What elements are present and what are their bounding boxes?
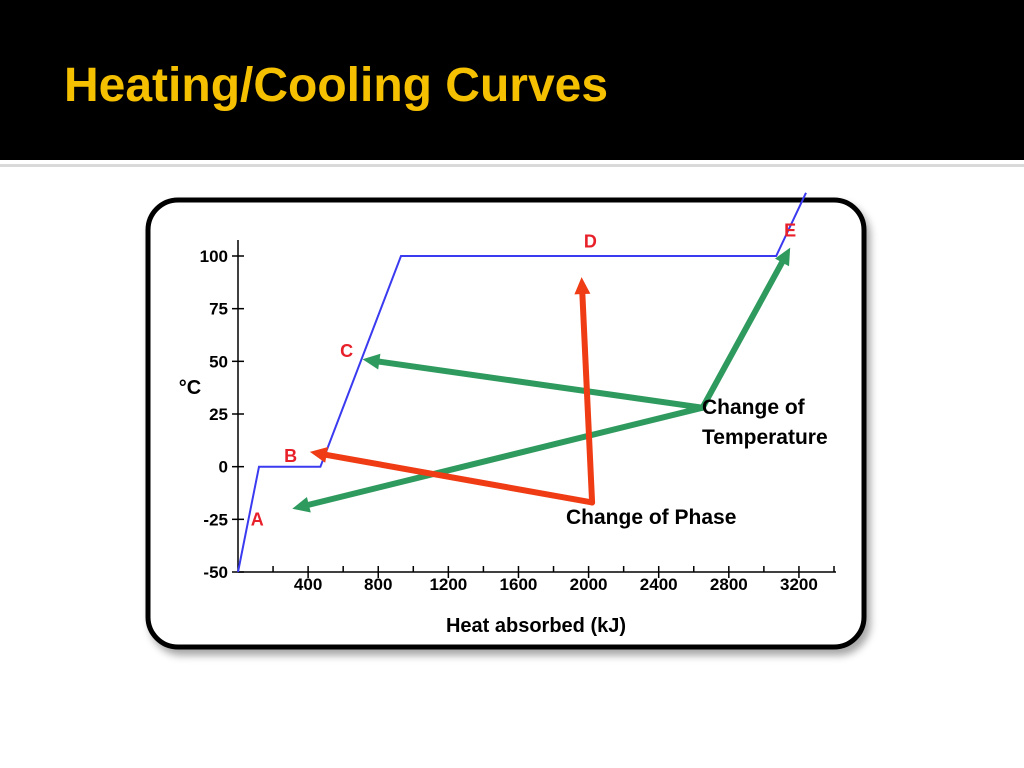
x-tick-label: 2800 <box>710 575 748 594</box>
annotation-1-arrow-1-shaft <box>579 291 596 506</box>
y-tick-label: 25 <box>209 405 228 424</box>
y-axis-title: °C <box>179 377 201 399</box>
annotation-0-arrow-2-shaft <box>699 259 786 411</box>
point-label-c: C <box>340 341 353 361</box>
annotation-1-arrow-0-head <box>309 447 328 463</box>
annotation-1-arrow-1-head <box>574 277 591 295</box>
chart-frame <box>145 197 867 650</box>
annotation-0-arrow-1-head <box>362 353 381 370</box>
x-tick-label: 3200 <box>780 575 818 594</box>
x-tick-label: 1200 <box>429 575 467 594</box>
x-tick-label: 800 <box>364 575 392 594</box>
annotation-0-arrow-1-shaft <box>376 358 706 411</box>
point-label-e: E <box>784 221 796 241</box>
y-tick-label: 50 <box>209 352 228 371</box>
annotation-0-arrow-0-shaft <box>305 404 706 508</box>
slide-title: Heating/Cooling Curves <box>64 59 609 112</box>
annotation-0-line-0: Change of <box>702 396 806 419</box>
y-tick-label: 100 <box>200 247 228 266</box>
x-tick-label: 2400 <box>640 575 678 594</box>
x-tick-label: 2000 <box>570 575 608 594</box>
annotation-0-arrow-0-head <box>292 497 311 513</box>
x-tick-label: 1600 <box>500 575 538 594</box>
annotation-1-arrow-0-shaft <box>323 451 596 506</box>
point-label-a: A <box>251 509 264 529</box>
annotation-0-line-1: Temperature <box>702 426 828 449</box>
y-tick-label: -25 <box>203 510 228 529</box>
title-divider <box>0 164 1024 167</box>
point-label-b: B <box>284 446 297 466</box>
y-tick-label: 0 <box>219 458 228 477</box>
annotation-0-arrow-2-head <box>775 247 791 267</box>
annotation-1-line-0: Change of Phase <box>566 506 736 529</box>
x-tick-label: 400 <box>294 575 322 594</box>
point-label-d: D <box>584 231 597 251</box>
heating-curve-line <box>237 192 807 573</box>
x-axis-title: Heat absorbed (kJ) <box>446 615 626 637</box>
title-bar: Heating/Cooling Curves <box>0 0 1024 160</box>
y-tick-label: -50 <box>203 563 228 582</box>
y-tick-label: 75 <box>209 300 228 319</box>
